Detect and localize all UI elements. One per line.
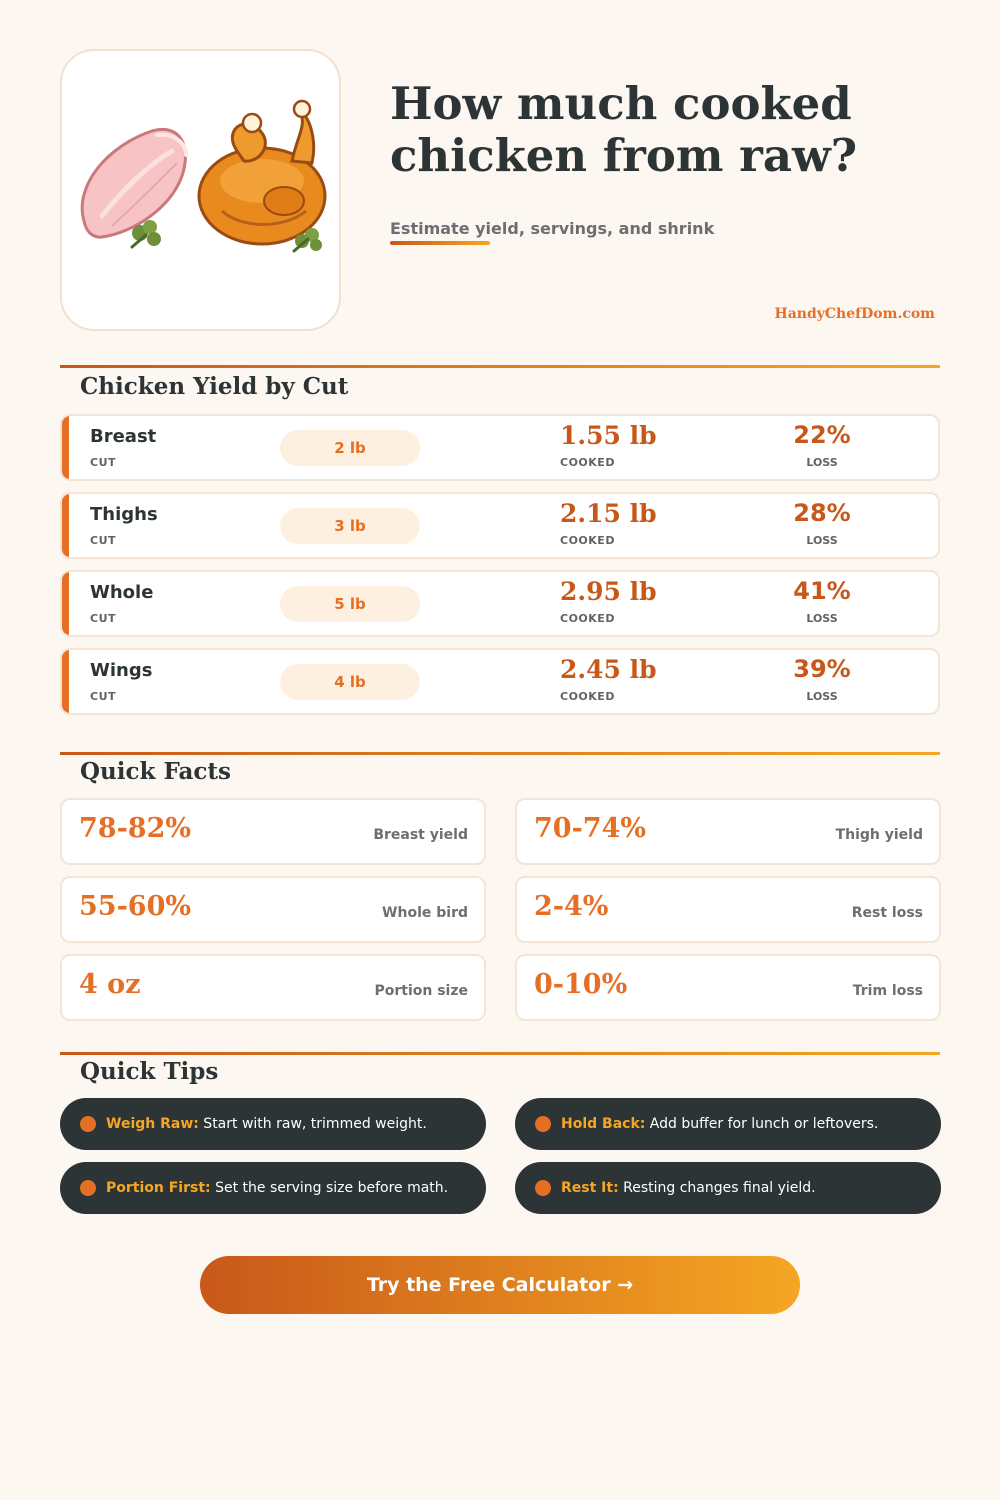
cut-name: Wings xyxy=(90,660,153,681)
loss-label: LOSS xyxy=(806,612,838,625)
row-accent-bar xyxy=(62,494,69,557)
section-divider xyxy=(60,365,940,368)
cut-name: Breast xyxy=(90,426,157,447)
fact-label: Breast yield xyxy=(373,827,468,843)
brand-link[interactable]: HandyChefDom.com xyxy=(774,306,936,322)
tip-key: Weigh Raw: xyxy=(106,1116,199,1132)
cooked-weight: 1.55 lb xyxy=(560,421,657,450)
yield-row: Breast CUT 2 lb 1.55 lb COOKED 22% LOSS xyxy=(60,414,940,481)
hero-illustration-card xyxy=(60,49,341,331)
tip-text: Start with raw, trimmed weight. xyxy=(198,1116,427,1132)
loss-label: LOSS xyxy=(806,534,838,547)
try-calculator-button[interactable]: Try the Free Calculator → xyxy=(200,1256,800,1314)
fact-card: 2-4% Rest loss xyxy=(515,876,941,943)
bullet-dot-icon xyxy=(535,1116,551,1132)
fact-card: 4 oz Portion size xyxy=(60,954,486,1021)
tip-key: Hold Back: xyxy=(561,1116,646,1132)
cooked-weight: 2.45 lb xyxy=(560,655,657,684)
loss-label: LOSS xyxy=(806,690,838,703)
row-accent-bar xyxy=(62,650,69,713)
cooked-weight: 2.95 lb xyxy=(560,577,657,606)
bullet-dot-icon xyxy=(80,1116,96,1132)
tip-pill: Portion First: Set the serving size befo… xyxy=(60,1162,486,1214)
bullet-dot-icon xyxy=(80,1180,96,1196)
raw-weight-pill: 3 lb xyxy=(280,508,420,544)
page-title: How much cooked chicken from raw? xyxy=(390,77,858,182)
bullet-dot-icon xyxy=(535,1180,551,1196)
raw-chicken-breast-icon xyxy=(80,128,188,239)
tip-text: Resting changes final yield. xyxy=(618,1180,816,1196)
fact-label: Whole bird xyxy=(382,905,468,921)
fact-value: 55-60% xyxy=(79,891,192,922)
cut-name: Thighs xyxy=(90,504,158,525)
fact-label: Portion size xyxy=(374,983,468,999)
cut-label: CUT xyxy=(90,612,117,625)
tips-section-title: Quick Tips xyxy=(80,1058,219,1085)
tip-key: Portion First: xyxy=(106,1180,211,1196)
raw-weight-pill: 2 lb xyxy=(280,430,420,466)
fact-value: 78-82% xyxy=(79,813,192,844)
tip-pill: Rest It: Resting changes final yield. xyxy=(515,1162,941,1214)
loss-label: LOSS xyxy=(806,456,838,469)
section-divider xyxy=(60,752,940,755)
fact-label: Thigh yield xyxy=(835,827,923,843)
cooked-label: COOKED xyxy=(560,612,615,625)
parsley-icon xyxy=(292,228,322,253)
loss-percent: 28% xyxy=(793,499,851,527)
loss-percent: 22% xyxy=(793,421,851,449)
cooked-label: COOKED xyxy=(560,456,615,469)
loss-percent: 39% xyxy=(793,655,851,683)
cut-label: CUT xyxy=(90,690,117,703)
yield-row: Wings CUT 4 lb 2.45 lb COOKED 39% LOSS xyxy=(60,648,940,715)
tip-pill: Weigh Raw: Start with raw, trimmed weigh… xyxy=(60,1098,486,1150)
facts-section-title: Quick Facts xyxy=(80,758,231,785)
subtitle-underline xyxy=(390,241,490,245)
cooked-label: COOKED xyxy=(560,534,615,547)
fact-value: 2-4% xyxy=(534,891,609,922)
yield-row: Thighs CUT 3 lb 2.15 lb COOKED 28% LOSS xyxy=(60,492,940,559)
row-accent-bar xyxy=(62,416,69,479)
tip-pill: Hold Back: Add buffer for lunch or lefto… xyxy=(515,1098,941,1150)
raw-weight-pill: 5 lb xyxy=(280,586,420,622)
roast-chicken-icon xyxy=(197,99,327,246)
cut-name: Whole xyxy=(90,582,154,603)
yield-section-title: Chicken Yield by Cut xyxy=(80,373,349,400)
fact-label: Rest loss xyxy=(851,905,923,921)
fact-value: 4 oz xyxy=(79,969,141,1000)
row-accent-bar xyxy=(62,572,69,635)
parsley-icon xyxy=(130,220,161,249)
fact-card: 78-82% Breast yield xyxy=(60,798,486,865)
tip-key: Rest It: xyxy=(561,1180,619,1196)
fact-card: 70-74% Thigh yield xyxy=(515,798,941,865)
section-divider xyxy=(60,1052,940,1055)
yield-row: Whole CUT 5 lb 2.95 lb COOKED 41% LOSS xyxy=(60,570,940,637)
loss-percent: 41% xyxy=(793,577,851,605)
cut-label: CUT xyxy=(90,456,117,469)
cooked-label: COOKED xyxy=(560,690,615,703)
raw-weight-pill: 4 lb xyxy=(280,664,420,700)
cooked-weight: 2.15 lb xyxy=(560,499,657,528)
tip-text: Set the serving size before math. xyxy=(210,1180,449,1196)
tip-text: Add buffer for lunch or leftovers. xyxy=(645,1116,879,1132)
cut-label: CUT xyxy=(90,534,117,547)
fact-value: 0-10% xyxy=(534,969,628,1000)
fact-card: 0-10% Trim loss xyxy=(515,954,941,1021)
page-subtitle: Estimate yield, servings, and shrink xyxy=(390,219,715,238)
fact-label: Trim loss xyxy=(852,983,923,999)
chicken-illustration xyxy=(80,99,327,253)
fact-value: 70-74% xyxy=(534,813,647,844)
fact-card: 55-60% Whole bird xyxy=(60,876,486,943)
